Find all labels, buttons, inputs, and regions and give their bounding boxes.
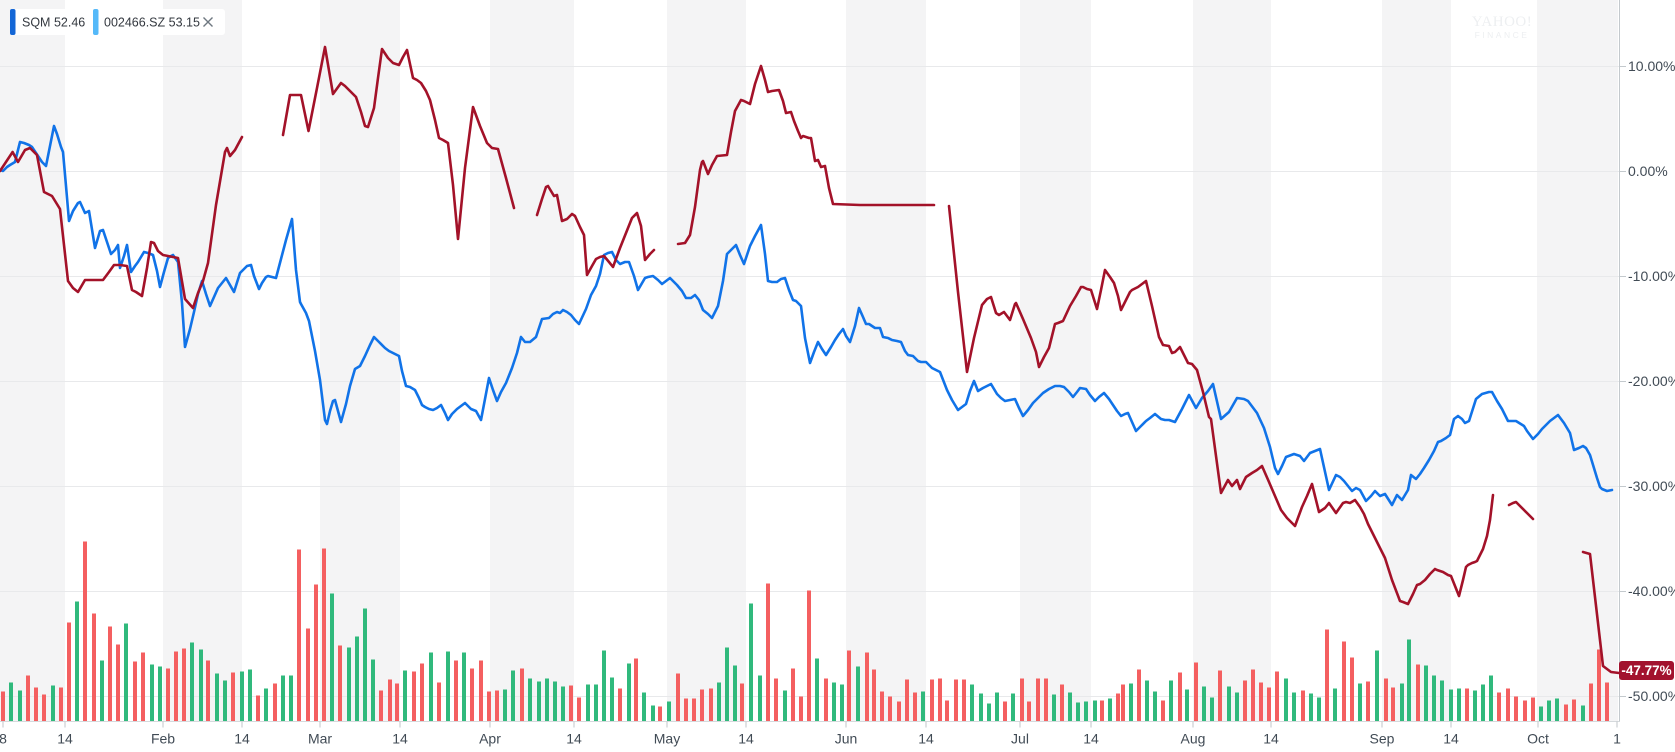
svg-text:14: 14 <box>918 731 934 747</box>
svg-text:Jul: Jul <box>1011 731 1029 747</box>
svg-text:Feb: Feb <box>151 731 175 747</box>
svg-text:SQM 52.46: SQM 52.46 <box>22 16 85 30</box>
svg-text:14: 14 <box>392 731 408 747</box>
svg-text:Apr: Apr <box>479 731 501 747</box>
svg-text:-30.00%: -30.00% <box>1628 478 1675 494</box>
svg-text:YAHOO!: YAHOO! <box>1472 14 1533 30</box>
svg-text:FINANCE: FINANCE <box>1475 30 1530 40</box>
svg-text:Sep: Sep <box>1370 731 1395 747</box>
svg-text:May: May <box>654 731 680 747</box>
svg-text:14: 14 <box>57 731 73 747</box>
svg-text:-47.77%: -47.77% <box>1621 663 1671 678</box>
svg-text:14: 14 <box>1263 731 1279 747</box>
svg-text:14: 14 <box>738 731 754 747</box>
svg-text:Oct: Oct <box>1527 731 1549 747</box>
svg-text:Aug: Aug <box>1181 731 1206 747</box>
svg-text:14: 14 <box>1443 731 1459 747</box>
svg-text:-40.00%: -40.00% <box>1628 583 1675 599</box>
svg-text:0.00%: 0.00% <box>1628 163 1668 179</box>
svg-text:14: 14 <box>1083 731 1099 747</box>
svg-text:14: 14 <box>566 731 582 747</box>
svg-text:1: 1 <box>1613 731 1621 747</box>
svg-text:10.00%: 10.00% <box>1628 58 1675 74</box>
svg-text:14: 14 <box>234 731 250 747</box>
svg-text:-10.00%: -10.00% <box>1628 268 1675 284</box>
svg-text:002466.SZ 53.15: 002466.SZ 53.15 <box>104 16 200 30</box>
svg-text:-50.00%: -50.00% <box>1628 688 1675 704</box>
svg-text:8: 8 <box>0 731 7 747</box>
svg-text:-20.00%: -20.00% <box>1628 373 1675 389</box>
svg-text:Mar: Mar <box>308 731 332 747</box>
svg-text:Jun: Jun <box>835 731 858 747</box>
